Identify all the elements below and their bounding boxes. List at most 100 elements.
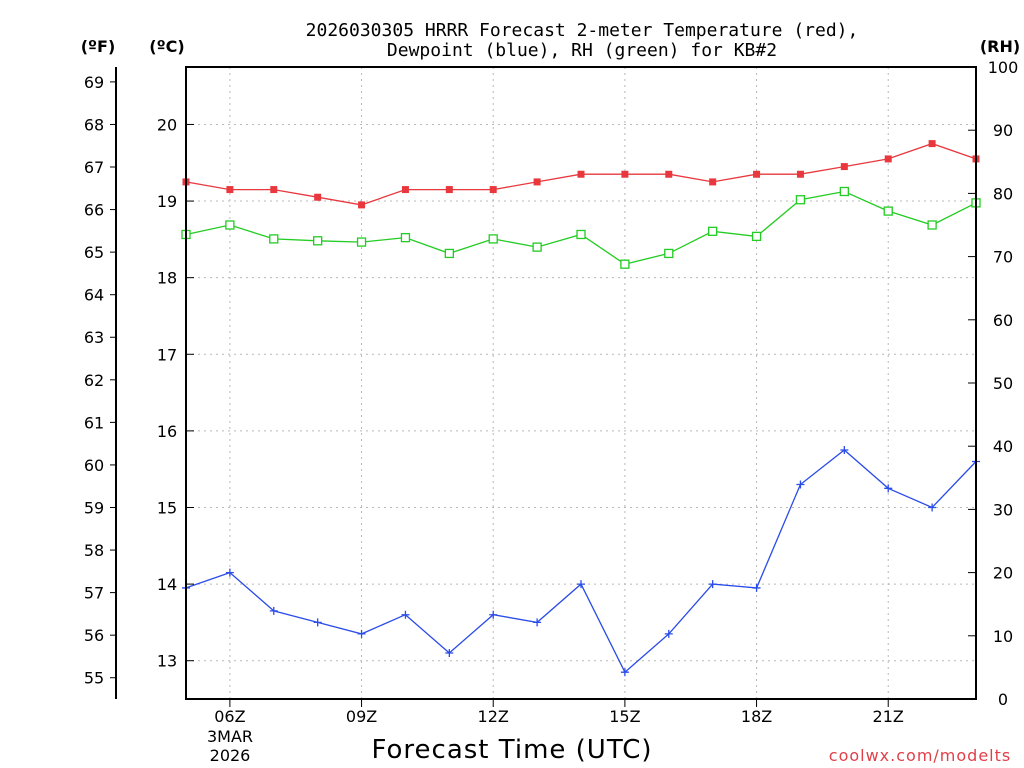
temperature-c-point: [665, 170, 673, 178]
relative-humidity-point: [576, 229, 586, 240]
grid-lines: [186, 67, 976, 699]
relative-humidity-point: [927, 220, 937, 230]
dewpoint-c-point: [708, 580, 717, 589]
rh-tick-label: 100: [988, 58, 1019, 77]
celsius-tick-label: 13: [157, 652, 177, 671]
dewpoint-c-point: [664, 629, 673, 638]
relative-humidity-point: [444, 248, 454, 259]
rh-tick-label: 0: [998, 690, 1008, 709]
dewpoint-c-point: [620, 668, 629, 677]
dewpoint-c-point: [533, 618, 542, 627]
rh-tick-label: 90: [993, 121, 1013, 140]
celsius-tick-label: 17: [157, 345, 177, 364]
fahrenheit-tick-label: 68: [84, 115, 104, 134]
fahrenheit-tick-label: 64: [84, 286, 104, 305]
relative-humidity-point: [400, 232, 411, 243]
fahrenheit-tick-label: 60: [84, 456, 104, 475]
dewpoint-c-point: [269, 606, 278, 615]
date-label-year: 2026: [210, 746, 251, 765]
fahrenheit-tick-label: 65: [84, 243, 104, 262]
relative-humidity-point: [225, 220, 235, 230]
x-tick-label: 21Z: [873, 707, 904, 726]
x-tick-label: 06Z: [214, 707, 245, 726]
temperature-c-point: [928, 140, 936, 148]
temperature-c-point: [884, 155, 892, 163]
plot-frame: [185, 66, 977, 700]
celsius-tick-label: 14: [157, 575, 177, 594]
dewpoint-c-point: [928, 503, 937, 512]
fahrenheit-tick-label: 69: [84, 73, 104, 92]
temperature-c-point: [621, 170, 629, 178]
celsius-tick-label: 19: [157, 192, 177, 211]
fahrenheit-tick-label: 56: [84, 626, 104, 645]
credit-text: coolwx.com/modelts: [829, 746, 1011, 765]
temperature-c-point: [577, 170, 585, 178]
dewpoint-c-point: [313, 618, 322, 627]
x-tick-label: 15Z: [609, 707, 640, 726]
celsius-tick-label: 18: [157, 269, 177, 288]
relative-humidity-point: [532, 242, 542, 252]
x-tick-label: 18Z: [741, 707, 772, 726]
dewpoint-c-point: [752, 583, 761, 592]
dewpoint-c-point: [225, 568, 234, 577]
chart-title-line2: Dewpoint (blue), RH (green) for KB#2: [387, 40, 777, 61]
temperature-c-point: [226, 186, 234, 194]
dewpoint-c-point: [357, 629, 366, 638]
relative-humidity-line: [185, 190, 977, 265]
fahrenheit-tick-label: 67: [84, 158, 104, 177]
temperature-c-point: [753, 170, 761, 178]
fahrenheit-tick-label: 58: [84, 541, 104, 560]
celsius-unit-label: (ºC): [149, 37, 184, 56]
relative-humidity-point: [708, 226, 718, 236]
dewpoint-c-point: [445, 649, 454, 658]
fahrenheit-tick-label: 61: [84, 413, 104, 432]
relative-humidity-point: [356, 237, 367, 247]
rh-unit-label: (RH): [980, 37, 1020, 56]
rh-tick-label: 70: [993, 248, 1013, 267]
temperature-c-point: [401, 186, 409, 194]
fahrenheit-unit-label: (ºF): [81, 37, 116, 56]
relative-humidity-point: [664, 248, 674, 259]
relative-humidity-point: [269, 234, 279, 244]
temperature-c-point: [358, 201, 366, 209]
x-axis-title: Forecast Time (UTC): [371, 735, 652, 765]
rh-tick-label: 80: [993, 184, 1013, 203]
rh-tick-label: 50: [993, 374, 1013, 393]
relative-humidity-point: [883, 206, 893, 216]
relative-humidity-point: [488, 234, 498, 244]
rh-tick-label: 20: [993, 564, 1013, 583]
rh-tick-label: 40: [993, 437, 1013, 456]
temperature-c-point: [840, 163, 848, 171]
fahrenheit-tick-label: 63: [84, 328, 104, 347]
dewpoint-c-point: [884, 484, 893, 493]
x-tick-label: 12Z: [478, 707, 509, 726]
rh-tick-label: 60: [993, 311, 1013, 330]
celsius-tick-label: 20: [157, 115, 177, 134]
dewpoint-c-point: [489, 610, 498, 619]
temperature-c-point: [270, 186, 278, 194]
fahrenheit-tick-label: 55: [84, 669, 104, 688]
celsius-tick-label: 16: [157, 422, 177, 441]
date-label-day: 3MAR: [207, 727, 253, 746]
fahrenheit-tick-label: 59: [84, 498, 104, 517]
relative-humidity-point: [795, 195, 806, 205]
celsius-tick-label: 15: [157, 498, 177, 517]
temperature-c-point: [489, 186, 497, 194]
temperature-c-point: [314, 193, 322, 201]
x-tick-label: 09Z: [346, 707, 377, 726]
fahrenheit-tick-label: 62: [84, 371, 104, 390]
dewpoint-c-line: [185, 449, 977, 674]
temperature-c-point: [709, 178, 717, 186]
rh-tick-label: 30: [993, 500, 1013, 519]
relative-humidity-point: [839, 186, 849, 197]
dewpoint-c-point: [796, 480, 805, 489]
chart-title-line1: 2026030305 HRRR Forecast 2-meter Tempera…: [306, 20, 859, 41]
dewpoint-c-point: [840, 446, 849, 455]
rh-tick-label: 10: [993, 627, 1013, 646]
axes: 06Z 09Z 12Z 15Z 18Z 21Z 13 14 15 16 17 18 19 20 55 56 57…: [84, 58, 1018, 726]
relative-humidity-point: [313, 236, 323, 246]
fahrenheit-tick-label: 57: [84, 584, 104, 603]
dewpoint-c-point: [401, 610, 410, 619]
series-group: [181, 140, 981, 677]
